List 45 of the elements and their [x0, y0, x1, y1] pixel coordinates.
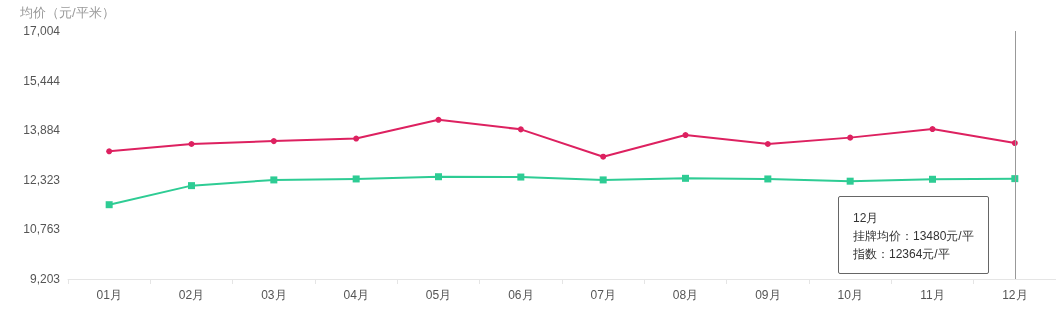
annotation: 指数：12364元/平: [853, 246, 951, 263]
x-tick-label: 06月: [508, 288, 534, 302]
point: [188, 182, 195, 190]
point: [352, 175, 360, 183]
point: [764, 175, 772, 183]
point: [106, 148, 113, 155]
point: [682, 174, 689, 182]
y-axis-title: 均价（元/平米）: [19, 5, 115, 20]
point: [517, 173, 525, 181]
x-tick-label: 11月: [920, 288, 945, 302]
x-tick-label: 09月: [755, 288, 781, 302]
x-tick-label: 10月: [837, 288, 863, 302]
x-tick-label: 03月: [261, 288, 287, 302]
x-tick-label: 04月: [343, 288, 369, 302]
point: [270, 176, 278, 184]
x-tick-label: 12月: [1002, 288, 1028, 302]
y-tick-label: 10,763: [23, 222, 61, 237]
point: [517, 126, 524, 133]
annotation: 挂牌均价：13480元/平: [853, 228, 974, 245]
y-tick-label: 12,323: [23, 172, 61, 187]
point: [188, 140, 195, 147]
point: [929, 175, 936, 183]
x-tick-label: 01月: [96, 288, 122, 302]
y-tick-label: 13,884: [23, 123, 61, 138]
point: [435, 116, 442, 123]
x-tick-label: 07月: [590, 288, 616, 302]
x-tick-label: 05月: [425, 288, 452, 302]
x-tick-label: 02月: [178, 288, 205, 302]
y-tick-label: 17,004: [23, 24, 61, 38]
point: [847, 134, 854, 141]
point: [105, 201, 113, 209]
tooltip-box: 12月 挂牌均价：13480元/平 指数：12364元/平: [838, 196, 989, 274]
point: [270, 138, 277, 145]
annotation: 12月: [853, 210, 880, 227]
point: [599, 176, 607, 184]
point: [600, 153, 607, 160]
point: [764, 140, 771, 147]
x-tick-label: 08月: [672, 288, 699, 302]
point: [929, 126, 936, 133]
point: [682, 132, 689, 139]
y-tick-label: 9,203: [29, 272, 61, 286]
point: [846, 177, 854, 185]
y-tick-label: 15,444: [23, 73, 61, 88]
point: [435, 173, 442, 181]
point: [353, 135, 360, 142]
